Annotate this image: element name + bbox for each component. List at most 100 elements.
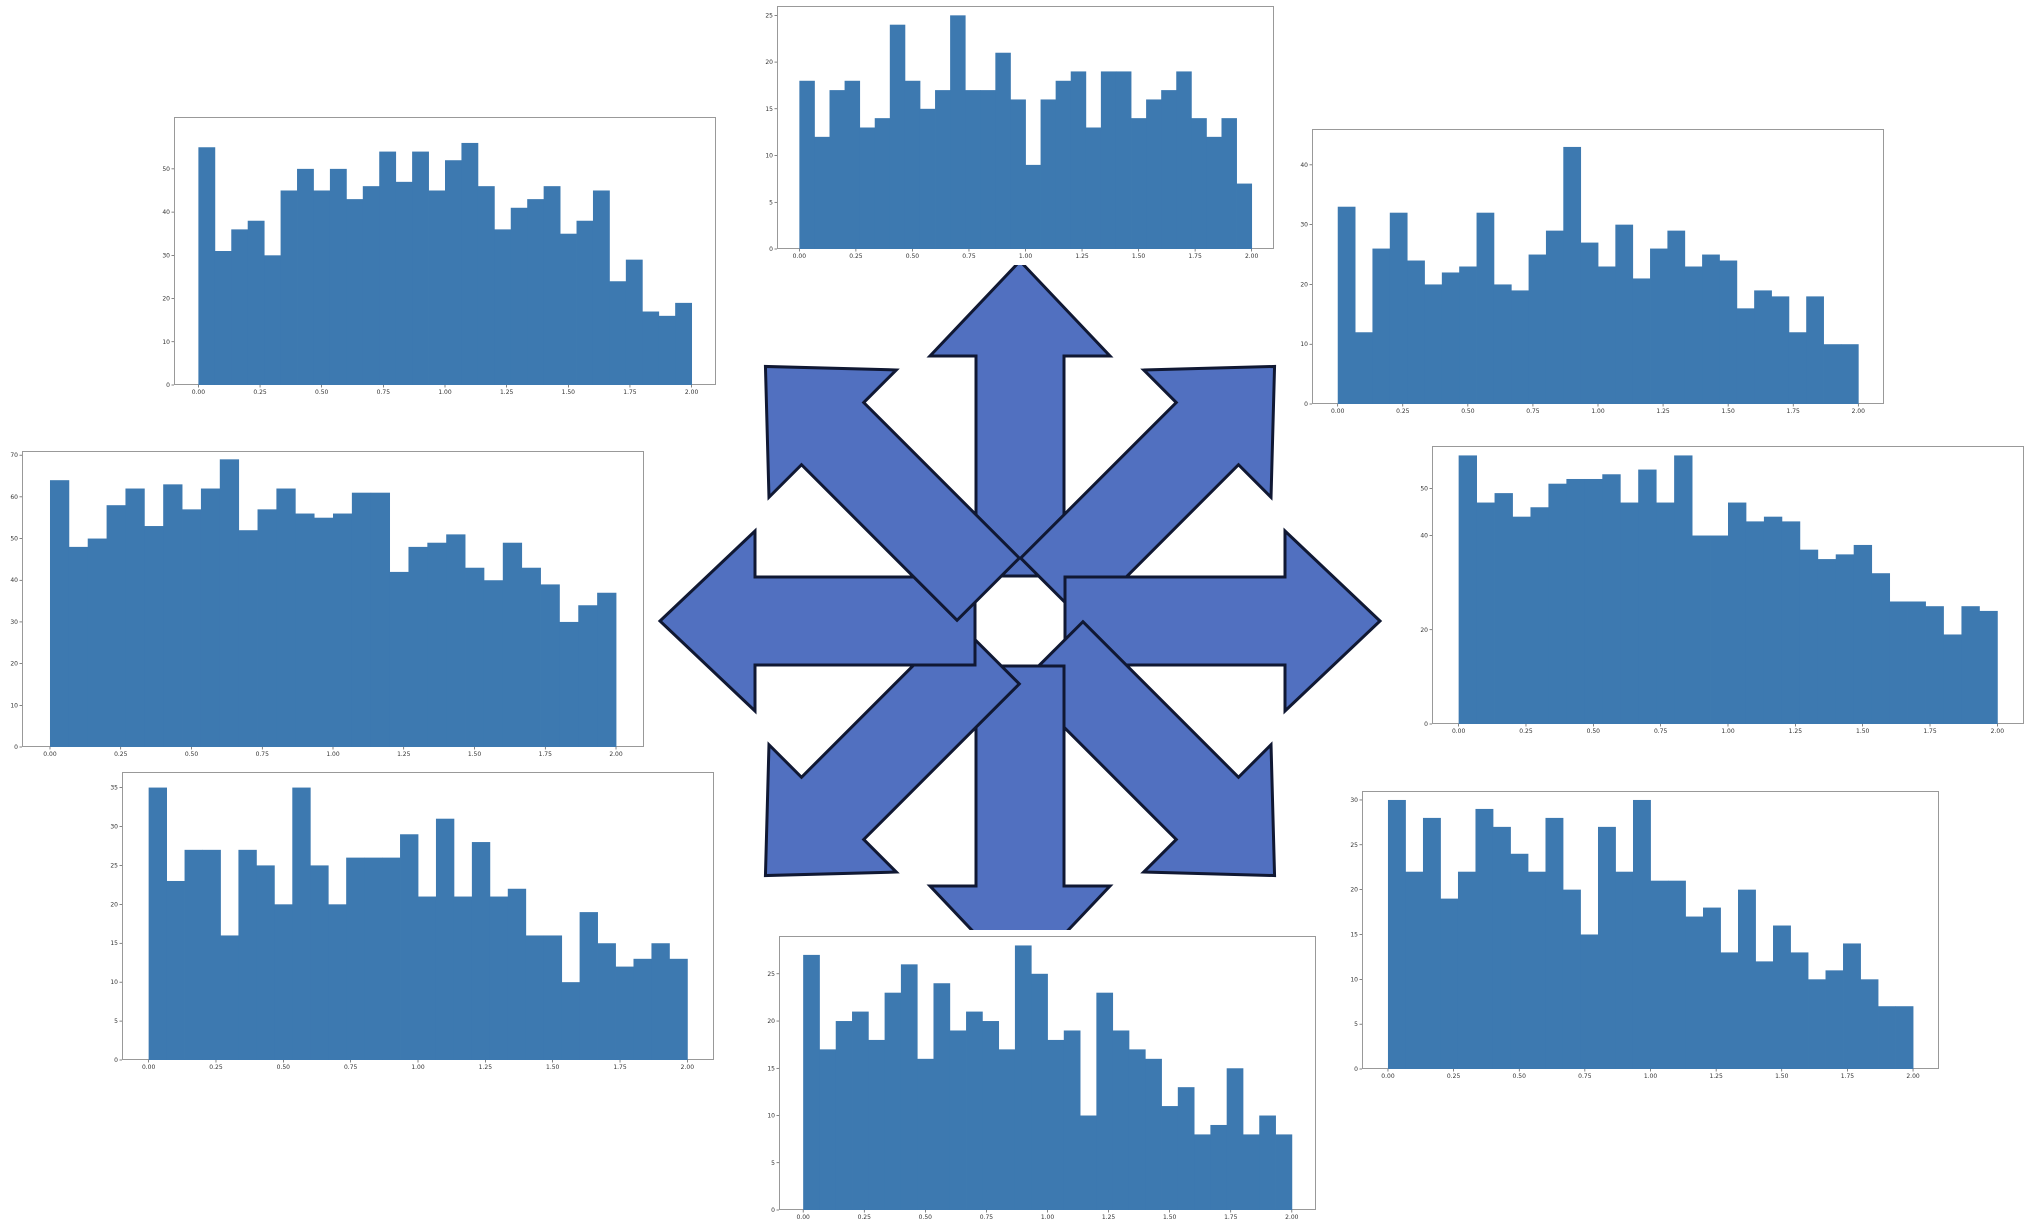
histogram-bar	[1843, 943, 1861, 1069]
histogram-svg: 0.00 0.25 0.50 0.75 1.00 1.25 1.50 1.75 2.00 0 5 10…	[110, 772, 714, 1071]
histogram-bar	[1979, 610, 1998, 724]
x-tick-label: 2.00	[1852, 408, 1866, 415]
y-tick-label: 5	[114, 1018, 118, 1025]
y-tick-label: 10	[110, 979, 118, 986]
histogram-bar	[1047, 1039, 1065, 1210]
histogram-bar	[461, 142, 479, 385]
x-tick-label: 0.00	[1452, 728, 1466, 735]
histogram-bar	[1476, 212, 1495, 404]
histogram-bar	[310, 865, 329, 1060]
histogram-bar	[1422, 817, 1441, 1069]
histogram-bar	[1615, 871, 1634, 1069]
histogram-bar	[1545, 817, 1564, 1069]
histogram-bottom-right: 0.00 0.25 0.50 0.75 1.00 1.25 1.50 1.75 2.00 0 5 10…	[1340, 785, 1945, 1085]
x-tick-label: 0.00	[43, 751, 57, 758]
histogram-bar	[427, 542, 447, 747]
histogram-bar	[297, 168, 314, 385]
histogram-bar	[1889, 601, 1908, 724]
histogram-bar	[1580, 934, 1599, 1069]
y-tick-label: 10	[10, 702, 18, 709]
histogram-bar	[507, 888, 527, 1060]
x-tick-label: 0.50	[277, 1064, 291, 1071]
histogram-bar	[1527, 871, 1546, 1069]
histogram-top-right: 0.00 0.25 0.50 0.75 1.00 1.25 1.50 1.75 2.00 0 10 2…	[1290, 123, 1890, 420]
histogram-bar	[1226, 1068, 1244, 1210]
histogram-bar	[1025, 164, 1041, 249]
histogram-bar	[1806, 296, 1824, 404]
x-tick-label: 0.50	[315, 389, 329, 396]
histogram-bar	[1475, 808, 1494, 1069]
histogram-middle-left: 0.00 0.25 0.50 0.75 1.00 1.25 1.50 1.75 2.00 0 10 2…	[0, 445, 650, 763]
y-tick-label: 30	[10, 619, 18, 626]
x-tick-label: 2.00	[1906, 1073, 1920, 1080]
histogram-bar	[87, 538, 107, 747]
histogram-bar	[1720, 952, 1739, 1069]
x-tick-label: 2.00	[681, 1064, 695, 1071]
x-tick-label: 0.75	[1654, 728, 1668, 735]
histogram-bar	[658, 315, 676, 385]
histogram-bar	[1010, 99, 1026, 249]
histogram-bar	[543, 186, 561, 385]
x-tick-label: 1.75	[623, 389, 637, 396]
histogram-bar	[1458, 455, 1477, 724]
histogram-bar	[1632, 278, 1651, 404]
histogram-bar	[231, 229, 249, 385]
histogram-bar	[106, 505, 126, 747]
x-tick-label: 2.00	[1285, 1214, 1299, 1221]
histogram-bar	[1817, 559, 1837, 724]
histogram-bar	[561, 982, 581, 1060]
y-tick-label: 15	[765, 106, 773, 113]
histogram-bar	[144, 526, 164, 747]
histogram-bar	[1781, 521, 1801, 724]
histogram-bar	[1112, 1030, 1130, 1210]
histogram-bar	[597, 592, 617, 747]
histogram-bar	[1860, 979, 1879, 1069]
histogram-bar	[1459, 266, 1477, 404]
histogram-bar	[202, 849, 221, 1060]
histogram-bar	[1580, 242, 1599, 404]
y-tick-label: 10	[767, 1113, 775, 1120]
histogram-bar	[502, 542, 523, 747]
histogram-bar	[264, 255, 281, 385]
histogram-bar	[1548, 483, 1567, 724]
histogram-bar	[1096, 992, 1114, 1210]
y-tick-label: 10	[765, 153, 773, 160]
histogram-bar	[1206, 136, 1222, 249]
histogram-bar	[1799, 549, 1819, 724]
x-tick-label: 0.25	[1396, 408, 1410, 415]
histogram-bar	[370, 492, 391, 747]
histogram-bar	[1840, 344, 1859, 404]
histogram-bar	[966, 1011, 983, 1210]
histogram-bar	[950, 15, 966, 249]
histogram-bar	[465, 567, 485, 747]
histogram-bar	[313, 190, 331, 385]
y-tick-label: 15	[1350, 931, 1358, 938]
histogram-bar	[579, 912, 598, 1060]
x-tick-label: 0.25	[858, 1214, 872, 1221]
x-tick-label: 1.00	[411, 1064, 425, 1071]
y-tick-label: 20	[162, 296, 170, 303]
x-tick-label: 0.00	[192, 389, 206, 396]
histogram-bar	[904, 80, 921, 250]
x-tick-label: 1.00	[438, 389, 452, 396]
histogram-middle-right: 0.00 0.25 0.50 0.75 1.00 1.25 1.50 1.75 2.00 0 20 4…	[1410, 440, 2030, 740]
histogram-bar	[400, 834, 419, 1060]
histogram-bar	[1638, 469, 1657, 724]
histogram-bar	[471, 842, 491, 1060]
histogram-bar	[980, 90, 996, 249]
histogram-bar	[1566, 478, 1585, 724]
histogram-top-center: 0.00 0.25 0.50 0.75 1.00 1.25 1.50 1.75 2.00 0 5 10…	[755, 0, 1280, 265]
histogram-bar	[1835, 554, 1855, 724]
histogram-top-left: 0.00 0.25 0.50 0.75 1.00 1.25 1.50 1.75 2.00 0 10 2…	[152, 111, 722, 401]
y-tick-label: 40	[1420, 533, 1428, 540]
histogram-bar	[247, 220, 265, 385]
y-tick-label: 0	[769, 246, 773, 253]
histogram-bar	[1440, 898, 1459, 1069]
histogram-bar	[389, 571, 409, 747]
x-tick-label: 1.75	[1787, 408, 1801, 415]
x-tick-label: 1.50	[1775, 1073, 1789, 1080]
x-tick-label: 0.75	[1578, 1073, 1592, 1080]
histogram-bar	[1145, 1058, 1162, 1210]
y-tick-label: 0	[1354, 1066, 1358, 1073]
y-tick-label: 10	[1350, 976, 1358, 983]
